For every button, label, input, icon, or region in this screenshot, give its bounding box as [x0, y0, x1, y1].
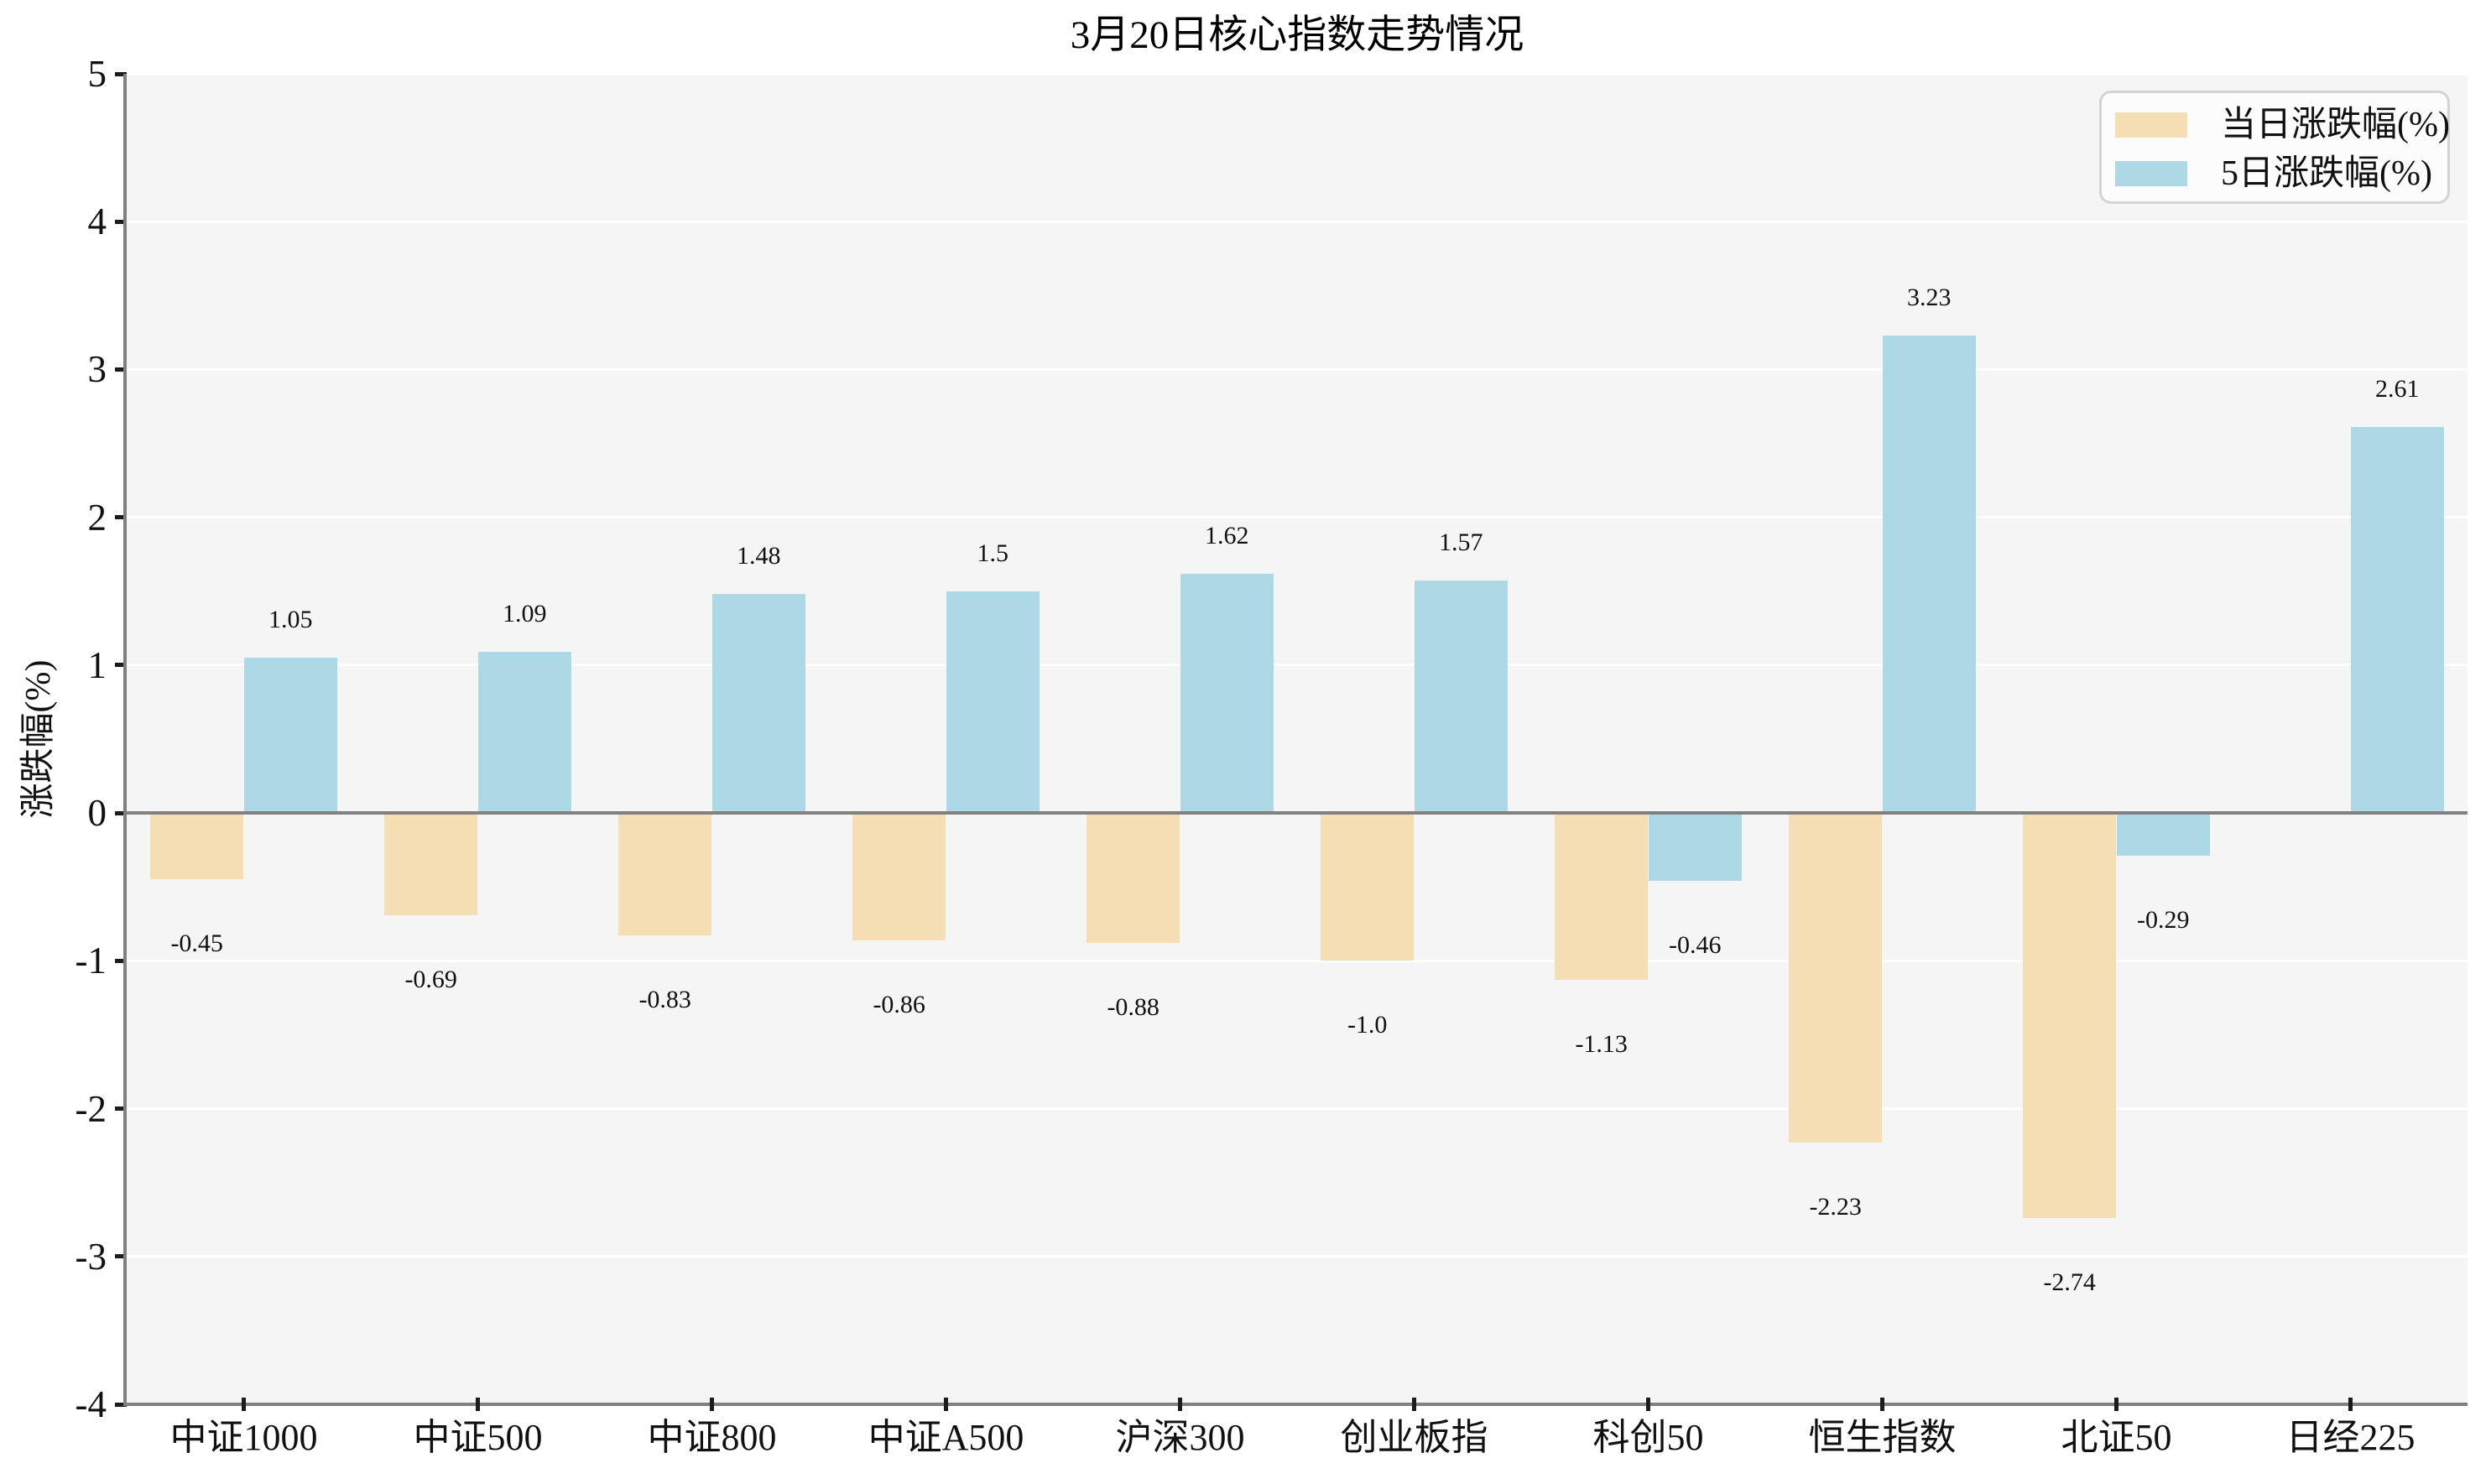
value-label: -1.13 — [1575, 1030, 1628, 1059]
five-day-change-bar — [2350, 427, 2445, 814]
five-day-change-bar — [243, 658, 338, 814]
x-tick-label: 恒生指数 — [1808, 1417, 1957, 1458]
y-tick — [115, 1254, 127, 1259]
y-tick — [115, 1106, 127, 1112]
five-day-change-bar — [477, 652, 572, 814]
x-tick-label: 沪深300 — [1115, 1417, 1245, 1458]
legend-item-day-change: 当日涨跌幅(%) — [2115, 102, 2450, 148]
legend-swatch-day-change — [2115, 112, 2187, 138]
y-tick-label: 2 — [87, 496, 107, 539]
y-tick — [115, 1402, 127, 1407]
five-day-change-bar — [2116, 813, 2211, 857]
y-tick-label: -4 — [75, 1383, 107, 1425]
x-tick-label: 中证800 — [647, 1417, 777, 1458]
value-label: -0.45 — [170, 929, 223, 958]
value-label: 1.05 — [268, 606, 313, 634]
y-tick-label: -3 — [75, 1235, 107, 1278]
y-tick — [115, 515, 127, 520]
x-tick-label: 中证A500 — [868, 1417, 1024, 1458]
five-day-change-bar — [946, 591, 1040, 814]
day-change-bar — [1788, 813, 1883, 1143]
y-tick-label: -2 — [75, 1087, 107, 1130]
gridline — [127, 72, 2468, 76]
five-day-change-bar — [711, 594, 806, 814]
gridline — [127, 1107, 2468, 1111]
y-tick — [115, 367, 127, 372]
value-label: 1.57 — [1439, 529, 1483, 557]
day-change-bar — [1554, 813, 1649, 981]
gridline — [127, 1255, 2468, 1258]
gridline — [127, 367, 2468, 371]
y-axis-label: 涨跌幅(%) — [19, 659, 58, 819]
value-label: 2.61 — [2375, 375, 2420, 404]
x-tick-label: 中证500 — [413, 1417, 543, 1458]
gridline — [127, 516, 2468, 519]
x-tick — [1880, 1398, 1884, 1411]
x-tick-label: 日经225 — [2285, 1417, 2415, 1458]
y-tick-label: -1 — [75, 940, 107, 982]
day-change-bar — [852, 813, 946, 940]
chart-title: 3月20日核心指数走势情况 — [1070, 13, 1524, 57]
value-label: 3.23 — [1907, 283, 1952, 311]
y-tick-label: 4 — [87, 200, 107, 243]
x-tick — [476, 1398, 480, 1411]
y-tick — [115, 958, 127, 963]
gridline — [127, 959, 2468, 962]
day-change-bar — [383, 813, 478, 915]
value-label: 1.09 — [503, 600, 547, 628]
y-tick-label: 3 — [87, 348, 107, 391]
y-tick — [115, 810, 127, 815]
value-label: -0.46 — [1669, 931, 1722, 960]
five-day-change-bar — [1648, 813, 1743, 882]
value-label: -1.0 — [1347, 1011, 1388, 1039]
x-tick — [710, 1398, 714, 1411]
legend-item-5day-change: 5日涨跌幅(%) — [2115, 150, 2432, 197]
gridline — [127, 220, 2468, 223]
value-label: 1.5 — [977, 539, 1009, 567]
y-tick — [115, 219, 127, 224]
y-tick — [115, 663, 127, 668]
value-label: -0.83 — [638, 986, 691, 1014]
y-tick-label: 5 — [87, 53, 107, 95]
day-change-bar — [1320, 813, 1415, 961]
gridline — [127, 664, 2468, 667]
value-label: -2.74 — [2043, 1268, 2096, 1296]
legend-swatch-5day-change — [2115, 161, 2187, 186]
five-day-change-bar — [1180, 573, 1274, 814]
y-tick — [115, 71, 127, 76]
value-label: -2.23 — [1809, 1193, 1862, 1221]
day-change-bar — [149, 813, 244, 880]
day-change-bar — [618, 813, 712, 936]
five-day-change-bar — [1882, 335, 1977, 814]
x-tick — [2348, 1398, 2353, 1411]
x-tick — [1178, 1398, 1182, 1411]
x-tick-label: 科创50 — [1592, 1417, 1704, 1458]
legend: 当日涨跌幅(%) 5日涨跌幅(%) — [2099, 91, 2450, 204]
value-label: -0.88 — [1107, 993, 1160, 1022]
y-tick-label: 0 — [87, 792, 107, 835]
x-tick-label: 创业板指 — [1340, 1417, 1488, 1458]
value-label: -0.29 — [2137, 906, 2190, 935]
zero-line — [127, 811, 2468, 815]
x-tick — [2114, 1398, 2118, 1411]
five-day-change-bar — [1414, 581, 1509, 814]
x-tick — [1646, 1398, 1650, 1411]
value-label: -0.86 — [873, 990, 925, 1018]
legend-label-day-change: 当日涨跌幅(%) — [2221, 106, 2450, 144]
value-label: 1.48 — [737, 542, 781, 570]
legend-label-5day-change: 5日涨跌幅(%) — [2221, 154, 2432, 193]
x-axis-line — [123, 1403, 2468, 1406]
value-label: 1.62 — [1205, 521, 1249, 549]
y-tick-label: 1 — [87, 643, 107, 686]
value-label: -0.69 — [404, 965, 457, 993]
x-tick-label: 北证50 — [2061, 1417, 2172, 1458]
x-tick-label: 中证1000 — [169, 1417, 318, 1458]
x-tick — [1412, 1398, 1416, 1411]
day-change-bar — [2022, 813, 2117, 1218]
day-change-bar — [1086, 813, 1180, 944]
x-tick — [242, 1398, 246, 1411]
y-axis-line — [123, 74, 127, 1404]
x-tick — [944, 1398, 948, 1411]
